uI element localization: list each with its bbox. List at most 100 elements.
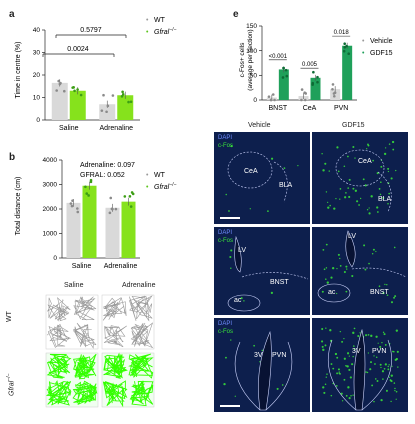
chart-b-ylabel: Total distance (cm) [15,177,22,236]
cfos-dot [393,246,396,249]
cfos-dot [352,146,355,149]
chart-a: 0 10 20 30 40 Saline Adrenaline Time in centre… [15,17,176,132]
legend-a-gfral: Gfral−/− [154,27,176,36]
cfos-dot [225,356,227,359]
cfos-dot [353,327,356,330]
stain-cfos-label: c-Fos [218,329,233,335]
cfos-dot [325,376,327,378]
cfos-dot [325,327,327,329]
cfos-dot [382,197,385,199]
y-tick-label: 20 [33,72,41,79]
cfos-dot [390,301,394,304]
cfos-dot [281,384,284,386]
micro-vehicle-amygdala: DAPI c-Fos CeA BLA [214,132,310,224]
cfos-dot [339,372,341,375]
bar [342,45,353,100]
cfos-dot [223,382,226,386]
cfos-dot [368,262,370,265]
stat-adrenaline: Adrenaline: 0.097 [80,162,135,169]
cfos-dot [386,283,388,286]
cfos-dot [395,329,399,332]
cfos-dot [320,340,324,343]
data-point [311,83,314,86]
data-point [343,42,346,46]
cfos-dot [325,278,327,280]
cfos-dot [367,144,370,147]
bar [310,77,321,100]
x-tick-label: Adrenaline [100,125,134,132]
cfos-dot [352,394,354,396]
cfos-dot [393,296,396,299]
cfos-dot [384,363,387,366]
cfos-dot [364,184,367,187]
legend-e-vehicle-marker: • [362,38,365,45]
cfos-dot [339,257,341,260]
cfos-dot [259,361,261,363]
legend-a-gfral-marker: • [146,29,149,36]
cfos-dot [397,366,399,368]
cfos-dot [395,169,397,172]
cfos-dot [391,140,395,144]
y-tick-label: 4000 [43,157,58,164]
region-bla-vehicle: BLA [279,182,293,189]
cfos-dot [333,207,336,210]
cfos-dot [345,364,347,367]
track-path [73,296,97,321]
cfos-dot [343,271,346,274]
cfos-dot [376,211,379,213]
cfos-dot [348,397,351,400]
track-path [46,296,71,322]
cfos-dot [324,344,327,347]
data-point [109,196,113,200]
cfos-dot [230,339,232,341]
cfos-dot [369,368,372,371]
data-point [111,94,115,97]
cfos-dot [354,157,356,159]
cfos-dot [345,191,347,194]
cfos-dot [394,295,397,298]
data-point [105,110,108,114]
cfos-dot [394,389,396,392]
cfos-dot [377,342,379,344]
cfos-dot [375,335,378,338]
data-point [85,192,89,195]
legend-a-wt-marker: • [146,17,149,24]
cfos-dot [380,165,383,168]
cfos-dot [381,197,383,199]
x-tick-label: CeA [303,105,317,112]
region-3v-vehicle: 3V [254,352,263,359]
cfos-dot [364,268,367,271]
cfos-dot [324,383,327,386]
cfos-dot [384,283,386,286]
cfos-dot [393,382,396,384]
data-point [331,87,334,91]
data-point [121,90,124,94]
cfos-dot [352,331,355,335]
cfos-dot [395,357,398,361]
cfos-dot [327,201,329,204]
data-point [70,204,74,208]
cfos-dot [270,157,274,160]
legend-e-gdf15: GDF15 [370,50,393,57]
cfos-dot [396,350,399,353]
data-point [316,75,319,79]
cfos-dot [369,361,372,364]
cfos-dot [375,356,378,359]
cfos-dot [328,170,330,172]
cfos-dot [357,335,360,338]
data-point [102,93,105,97]
cfos-dot [322,348,325,352]
data-point [128,195,132,198]
data-point [342,49,346,53]
cfos-dot [348,368,351,372]
bar [330,89,341,100]
y-tick-label: 0 [253,97,257,104]
micro-col-gdf15: GDF15 [342,122,365,129]
cfos-dot [329,204,331,207]
data-point [304,92,308,95]
region-cea-vehicle: CeA [244,168,258,175]
y-tick-label: 150 [246,23,257,30]
cfos-dot [371,384,374,387]
cfos-dot [383,152,387,156]
data-point [55,89,58,92]
